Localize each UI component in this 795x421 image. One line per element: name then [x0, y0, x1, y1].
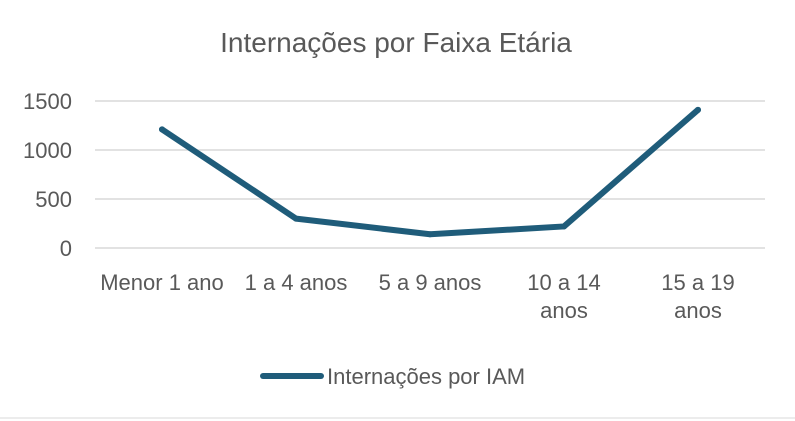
data-point: [561, 223, 567, 230]
data-point: [159, 126, 165, 133]
y-tick-label-1000: 1000: [23, 138, 72, 163]
legend[interactable]: Internações por IAM: [260, 364, 525, 389]
y-tick-label-0: 0: [60, 236, 72, 261]
y-tick-label-500: 500: [35, 187, 72, 212]
x-tick-label: 15 a 19: [661, 270, 734, 295]
x-tick-label: 1 a 4 anos: [245, 270, 348, 295]
legend-label: Internações por IAM: [327, 364, 525, 389]
data-point: [695, 106, 701, 113]
chart-title: Internações por Faixa Etária: [220, 27, 572, 58]
data-point: [427, 231, 433, 238]
series-layer: [159, 106, 701, 238]
y-axis: 0 500 1000 1500: [23, 89, 72, 261]
series-line-0: [159, 106, 701, 238]
x-axis: Menor 1 ano 1 a 4 anos 5 a 9 anos 10 a 14 an…: [100, 270, 734, 323]
x-tick-label: 10 a 14: [527, 270, 600, 295]
x-tick-label: anos: [540, 298, 588, 323]
data-point: [293, 215, 299, 222]
x-tick-label: anos: [674, 298, 722, 323]
gridlines: [95, 100, 765, 249]
y-tick-label-1500: 1500: [23, 89, 72, 114]
x-tick-label: Menor 1 ano: [100, 270, 224, 295]
x-tick-label: 5 a 9 anos: [379, 270, 482, 295]
